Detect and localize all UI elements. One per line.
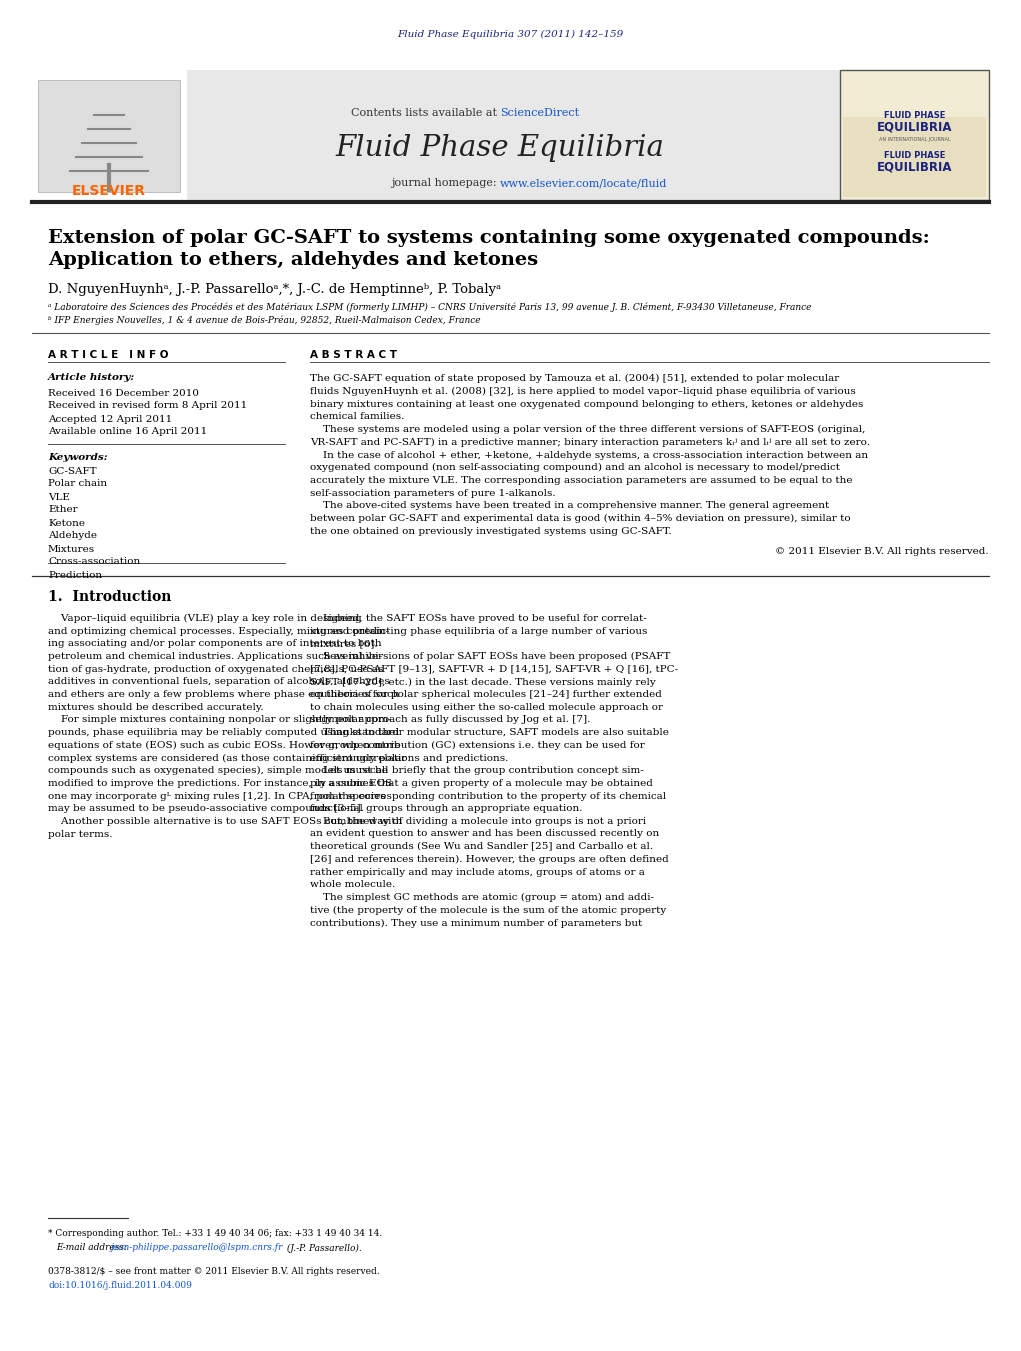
Bar xyxy=(840,70,989,200)
Text: Keywords:: Keywords: xyxy=(48,453,107,462)
Text: ELSEVIER: ELSEVIER xyxy=(72,184,146,199)
Text: * Corresponding author. Tel.: +33 1 49 40 34 06; fax: +33 1 49 40 34 14.: * Corresponding author. Tel.: +33 1 49 4… xyxy=(48,1229,382,1239)
Text: Aldehyde: Aldehyde xyxy=(48,531,97,540)
Text: FLUID PHASE: FLUID PHASE xyxy=(884,150,945,159)
Text: Application to ethers, aldehydes and ketones: Application to ethers, aldehydes and ket… xyxy=(48,251,538,269)
Text: Fluid Phase Equilibria: Fluid Phase Equilibria xyxy=(336,134,665,162)
Text: jean-philippe.passarello@lspm.cnrs.fr: jean-philippe.passarello@lspm.cnrs.fr xyxy=(111,1243,284,1252)
Bar xyxy=(843,118,986,197)
Text: EQUILIBRIA: EQUILIBRIA xyxy=(877,161,953,173)
Text: A R T I C L E   I N F O: A R T I C L E I N F O xyxy=(48,350,168,359)
Text: The GC-SAFT equation of state proposed by Tamouza et al. (2004) [51], extended t: The GC-SAFT equation of state proposed b… xyxy=(310,374,870,536)
Text: GC-SAFT: GC-SAFT xyxy=(48,466,97,476)
Text: Extension of polar GC-SAFT to systems containing some oxygenated compounds:: Extension of polar GC-SAFT to systems co… xyxy=(48,230,930,247)
Text: Polar chain: Polar chain xyxy=(48,480,107,489)
Text: Ether: Ether xyxy=(48,505,78,515)
Text: doi:10.1016/j.fluid.2011.04.009: doi:10.1016/j.fluid.2011.04.009 xyxy=(48,1282,192,1290)
Text: Received 16 December 2010: Received 16 December 2010 xyxy=(48,389,199,397)
Text: E-mail address:: E-mail address: xyxy=(56,1243,130,1252)
Text: Accepted 12 April 2011: Accepted 12 April 2011 xyxy=(48,415,173,423)
Text: Article history:: Article history: xyxy=(48,373,135,382)
Text: Mixtures: Mixtures xyxy=(48,544,95,554)
Bar xyxy=(32,70,187,200)
Text: A B S T R A C T: A B S T R A C T xyxy=(310,350,397,359)
Bar xyxy=(32,70,989,200)
Text: 0378-3812/$ – see front matter © 2011 Elsevier B.V. All rights reserved.: 0378-3812/$ – see front matter © 2011 El… xyxy=(48,1267,380,1277)
Text: Vapor–liquid equilibria (VLE) play a key role in designing
and optimizing chemic: Vapor–liquid equilibria (VLE) play a key… xyxy=(48,613,406,839)
Text: ᵇ IFP Energies Nouvelles, 1 & 4 avenue de Bois-Préau, 92852, Rueil-Malmaison Ced: ᵇ IFP Energies Nouvelles, 1 & 4 avenue d… xyxy=(48,315,481,324)
Text: Received in revised form 8 April 2011: Received in revised form 8 April 2011 xyxy=(48,401,247,411)
Text: Prediction: Prediction xyxy=(48,570,102,580)
Text: Contents lists available at: Contents lists available at xyxy=(350,108,500,118)
Text: ᵃ Laboratoire des Sciences des Procédés et des Matériaux LSPM (formerly LIMHP) –: ᵃ Laboratoire des Sciences des Procédés … xyxy=(48,303,812,312)
Text: journal homepage:: journal homepage: xyxy=(391,178,500,188)
Text: Available online 16 April 2011: Available online 16 April 2011 xyxy=(48,427,207,436)
Text: Ketone: Ketone xyxy=(48,519,85,527)
Text: ScienceDirect: ScienceDirect xyxy=(500,108,579,118)
Text: EQUILIBRIA: EQUILIBRIA xyxy=(877,120,953,134)
Text: 1.  Introduction: 1. Introduction xyxy=(48,590,172,604)
Text: FLUID PHASE: FLUID PHASE xyxy=(884,111,945,119)
Text: VLE: VLE xyxy=(48,493,69,501)
Text: www.elsevier.com/locate/fluid: www.elsevier.com/locate/fluid xyxy=(500,178,668,188)
Text: AN INTERNATIONAL JOURNAL: AN INTERNATIONAL JOURNAL xyxy=(879,138,951,142)
Text: Fluid Phase Equilibria 307 (2011) 142–159: Fluid Phase Equilibria 307 (2011) 142–15… xyxy=(397,30,623,39)
Bar xyxy=(38,80,180,192)
Text: Indeed, the SAFT EOSs have proved to be useful for correlat-
ing and predicting : Indeed, the SAFT EOSs have proved to be … xyxy=(310,613,678,928)
Text: D. NguyenHuynhᵃ, J.-P. Passarelloᵃ,*, J.-C. de Hemptinneᵇ, P. Tobalyᵃ: D. NguyenHuynhᵃ, J.-P. Passarelloᵃ,*, J.… xyxy=(48,282,501,296)
Text: Cross-association: Cross-association xyxy=(48,558,140,566)
Text: © 2011 Elsevier B.V. All rights reserved.: © 2011 Elsevier B.V. All rights reserved… xyxy=(775,547,989,557)
Text: (J.-P. Passarello).: (J.-P. Passarello). xyxy=(284,1243,361,1252)
